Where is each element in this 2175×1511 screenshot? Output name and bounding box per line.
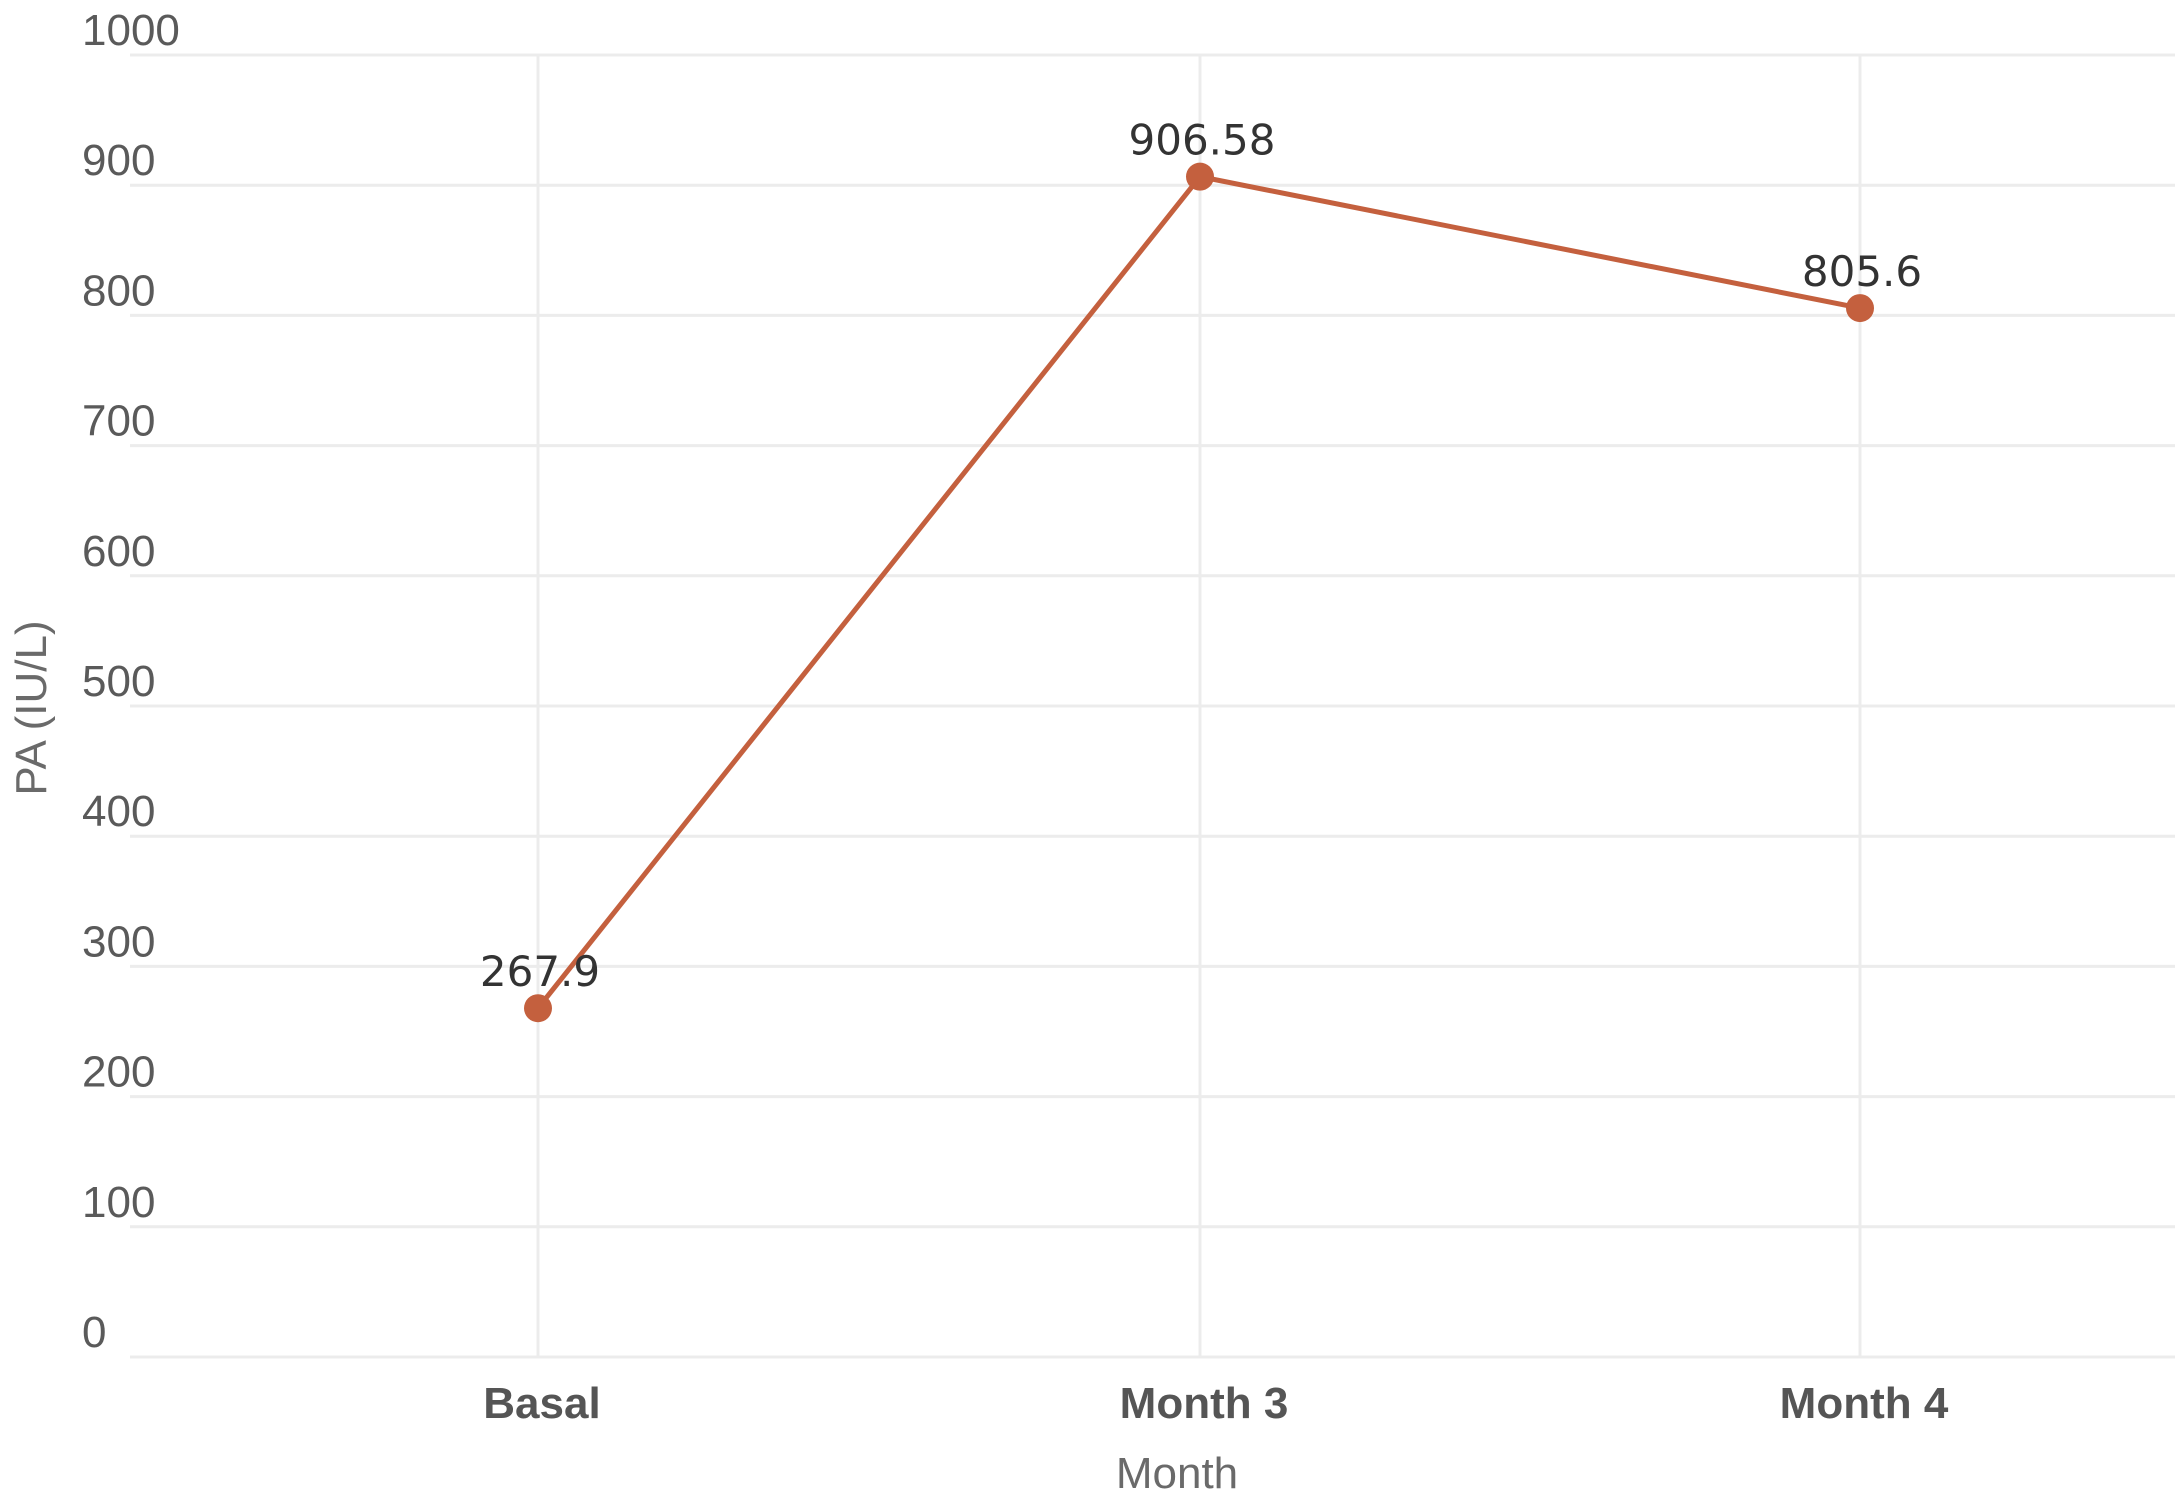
x-axis-label: Month: [1116, 1449, 1238, 1498]
y-tick-label: 400: [82, 787, 155, 836]
data-label: 805.6: [1802, 247, 1922, 296]
data-point: [1186, 162, 1214, 191]
x-axis-ticks: Basal Month 3 Month 4: [483, 1379, 1949, 1428]
y-tick-label: 1000: [82, 6, 180, 55]
data-label: 267.9: [480, 947, 600, 996]
y-tick-label: 600: [82, 527, 155, 576]
y-axis-label: PA (IU/L): [7, 620, 56, 795]
series: [524, 162, 1874, 1023]
y-tick-label: 700: [82, 397, 155, 446]
data-point: [524, 994, 552, 1023]
y-tick-label: 0: [82, 1308, 106, 1357]
y-tick-label: 300: [82, 917, 155, 966]
x-tick-label: Basal: [483, 1379, 600, 1428]
y-tick-label: 800: [82, 266, 155, 315]
y-tick-label: 200: [82, 1048, 155, 1097]
y-tick-label: 900: [82, 136, 155, 185]
grid: [130, 53, 2175, 1359]
x-tick-label: Month 4: [1780, 1379, 1949, 1428]
y-tick-label: 500: [82, 657, 155, 706]
data-label: 906.58: [1129, 116, 1276, 165]
data-labels: 267.9 906.58 805.6: [480, 116, 1922, 997]
x-tick-label: Month 3: [1120, 1379, 1289, 1428]
y-axis-ticks: 0 100 200 300 400 500 600 700 800 900 1000: [82, 6, 180, 1357]
data-point: [1846, 294, 1874, 323]
y-tick-label: 100: [82, 1178, 155, 1227]
